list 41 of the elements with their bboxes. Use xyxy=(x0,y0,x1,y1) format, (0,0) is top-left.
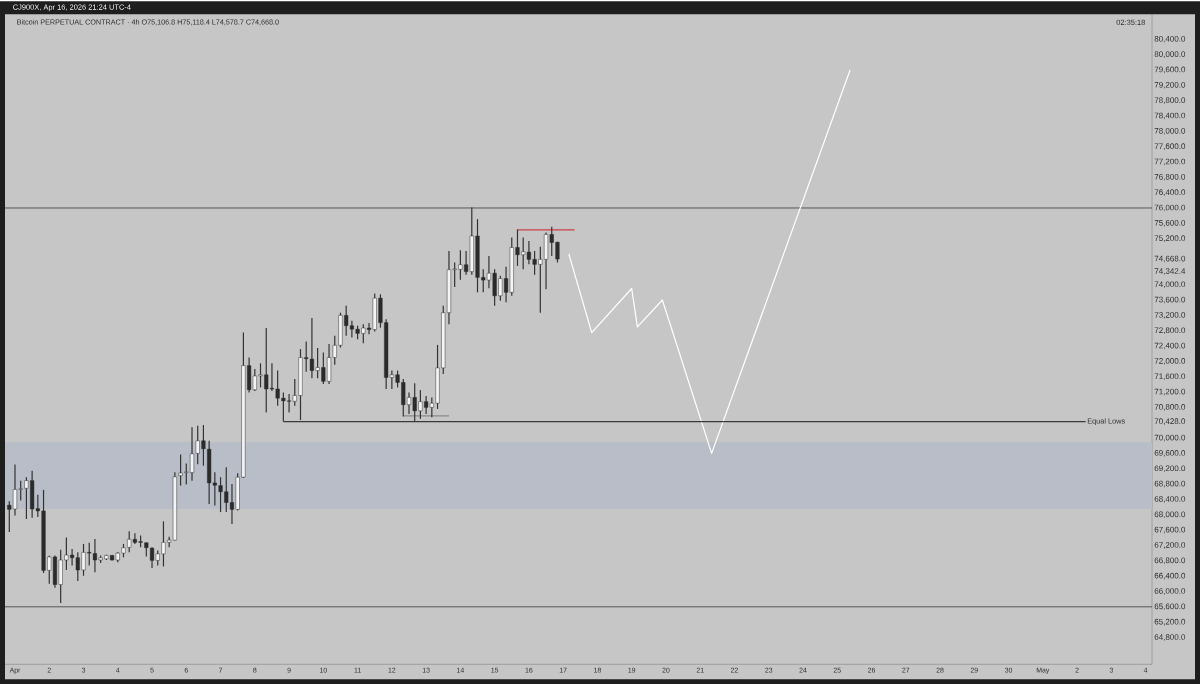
y-tick-label: 66,400.0 xyxy=(1154,572,1186,580)
y-tick-label: 72,800.0 xyxy=(1154,327,1186,334)
y-tick-label: 71,200.0 xyxy=(1154,388,1186,396)
y-tick-label: 68,000.0 xyxy=(1154,511,1186,518)
y-tick-label: 72,000.0 xyxy=(1154,357,1186,365)
y-tick-label: 80,000.0 xyxy=(1154,51,1186,58)
y-tick-label: 75,600.0 xyxy=(1154,219,1186,227)
y-tick-label: 73,200.0 xyxy=(1154,311,1186,319)
y-tick-label: 70,428.0 xyxy=(1154,418,1186,425)
y-tick-label: 67,600.0 xyxy=(1154,526,1186,534)
y-tick-label: 76,800.0 xyxy=(1154,173,1186,181)
y-tick-label: 65,200.0 xyxy=(1154,618,1186,626)
y-tick-label: 64,800.0 xyxy=(1154,634,1186,641)
y-tick-label: 73,600.0 xyxy=(1154,296,1186,304)
y-tick-label: 71,600.0 xyxy=(1154,373,1186,380)
y-tick-label: 65,600.0 xyxy=(1154,603,1186,610)
y-tick-label: 80,400.0 xyxy=(1154,35,1186,43)
y-tick-label: 70,000.0 xyxy=(1154,434,1186,442)
y-tick-label: 79,200.0 xyxy=(1154,81,1186,89)
y-tick-label: 66,000.0 xyxy=(1154,588,1186,595)
y-tick-label: 69,600.0 xyxy=(1154,449,1186,457)
y-tick-label: 67,200.0 xyxy=(1154,541,1186,549)
y-tick-label: 74,342.4 xyxy=(1154,268,1186,275)
y-tick-label: 69,200.0 xyxy=(1154,465,1186,472)
y-tick-label: 77,600.0 xyxy=(1154,143,1186,150)
y-tick-label: 79,600.0 xyxy=(1154,66,1186,74)
y-tick-label: 72,400.0 xyxy=(1154,342,1186,350)
y-tick-label: 78,000.0 xyxy=(1154,127,1186,135)
y-tick-label: 78,800.0 xyxy=(1154,97,1186,104)
y-tick-label: 74,000.0 xyxy=(1154,281,1186,288)
y-tick-label: 78,400.0 xyxy=(1154,112,1186,120)
y-tick-label: 76,400.0 xyxy=(1154,189,1186,196)
y-tick-label: 77,200.0 xyxy=(1154,158,1186,166)
y-tick-label: 76,000.0 xyxy=(1154,204,1186,212)
line-series xyxy=(568,69,851,454)
y-tick-label: 68,400.0 xyxy=(1154,495,1186,503)
y-tick-label: 70,800.0 xyxy=(1154,403,1186,411)
y-tick-label: 75,200.0 xyxy=(1154,235,1186,242)
y-tick-label: 74,668.0 xyxy=(1154,255,1186,263)
y-tick-label: 66,800.0 xyxy=(1154,557,1186,564)
y-tick-label: 68,800.0 xyxy=(1154,480,1186,488)
